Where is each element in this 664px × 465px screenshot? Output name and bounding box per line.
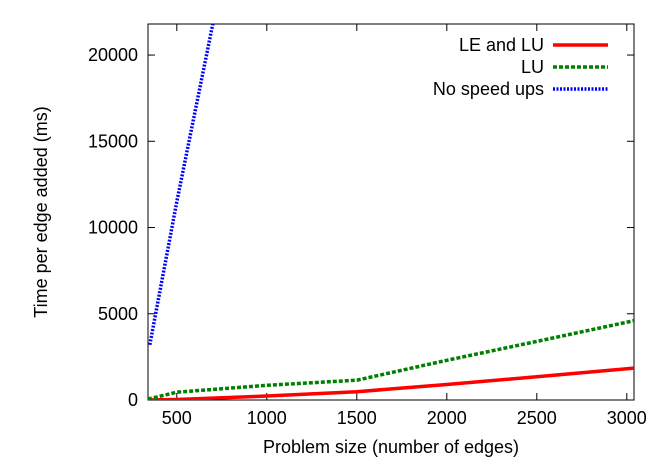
y-tick-label: 10000 <box>88 218 138 238</box>
x-tick-label: 500 <box>162 408 192 428</box>
series-layer <box>148 24 634 400</box>
x-tick-label: 3000 <box>607 408 647 428</box>
x-tick-label: 2000 <box>427 408 467 428</box>
series-line-2 <box>148 318 634 400</box>
legend-label-1: LE and LU <box>459 35 544 55</box>
x-tick-label: 1000 <box>247 408 287 428</box>
y-tick-label: 5000 <box>98 304 138 324</box>
legend-label-2: LU <box>521 57 544 77</box>
x-axis-ticks: 500 1000 1500 2000 2500 3000 <box>162 24 647 428</box>
series-line-3 <box>148 24 215 346</box>
plot-frame <box>147 23 635 401</box>
x-tick-label: 2500 <box>517 408 557 428</box>
y-tick-label: 20000 <box>88 45 138 65</box>
series-line-1 <box>148 366 634 400</box>
y-tick-label: 15000 <box>88 131 138 151</box>
x-axis-title: Problem size (number of edges) <box>263 437 519 457</box>
y-axis-ticks: 0 5000 10000 15000 20000 <box>88 45 634 410</box>
x-tick-label: 1500 <box>337 408 377 428</box>
legend-label-3: No speed ups <box>433 79 544 99</box>
y-axis-title: Time per edge added (ms) <box>31 106 51 317</box>
y-tick-label: 0 <box>128 390 138 410</box>
